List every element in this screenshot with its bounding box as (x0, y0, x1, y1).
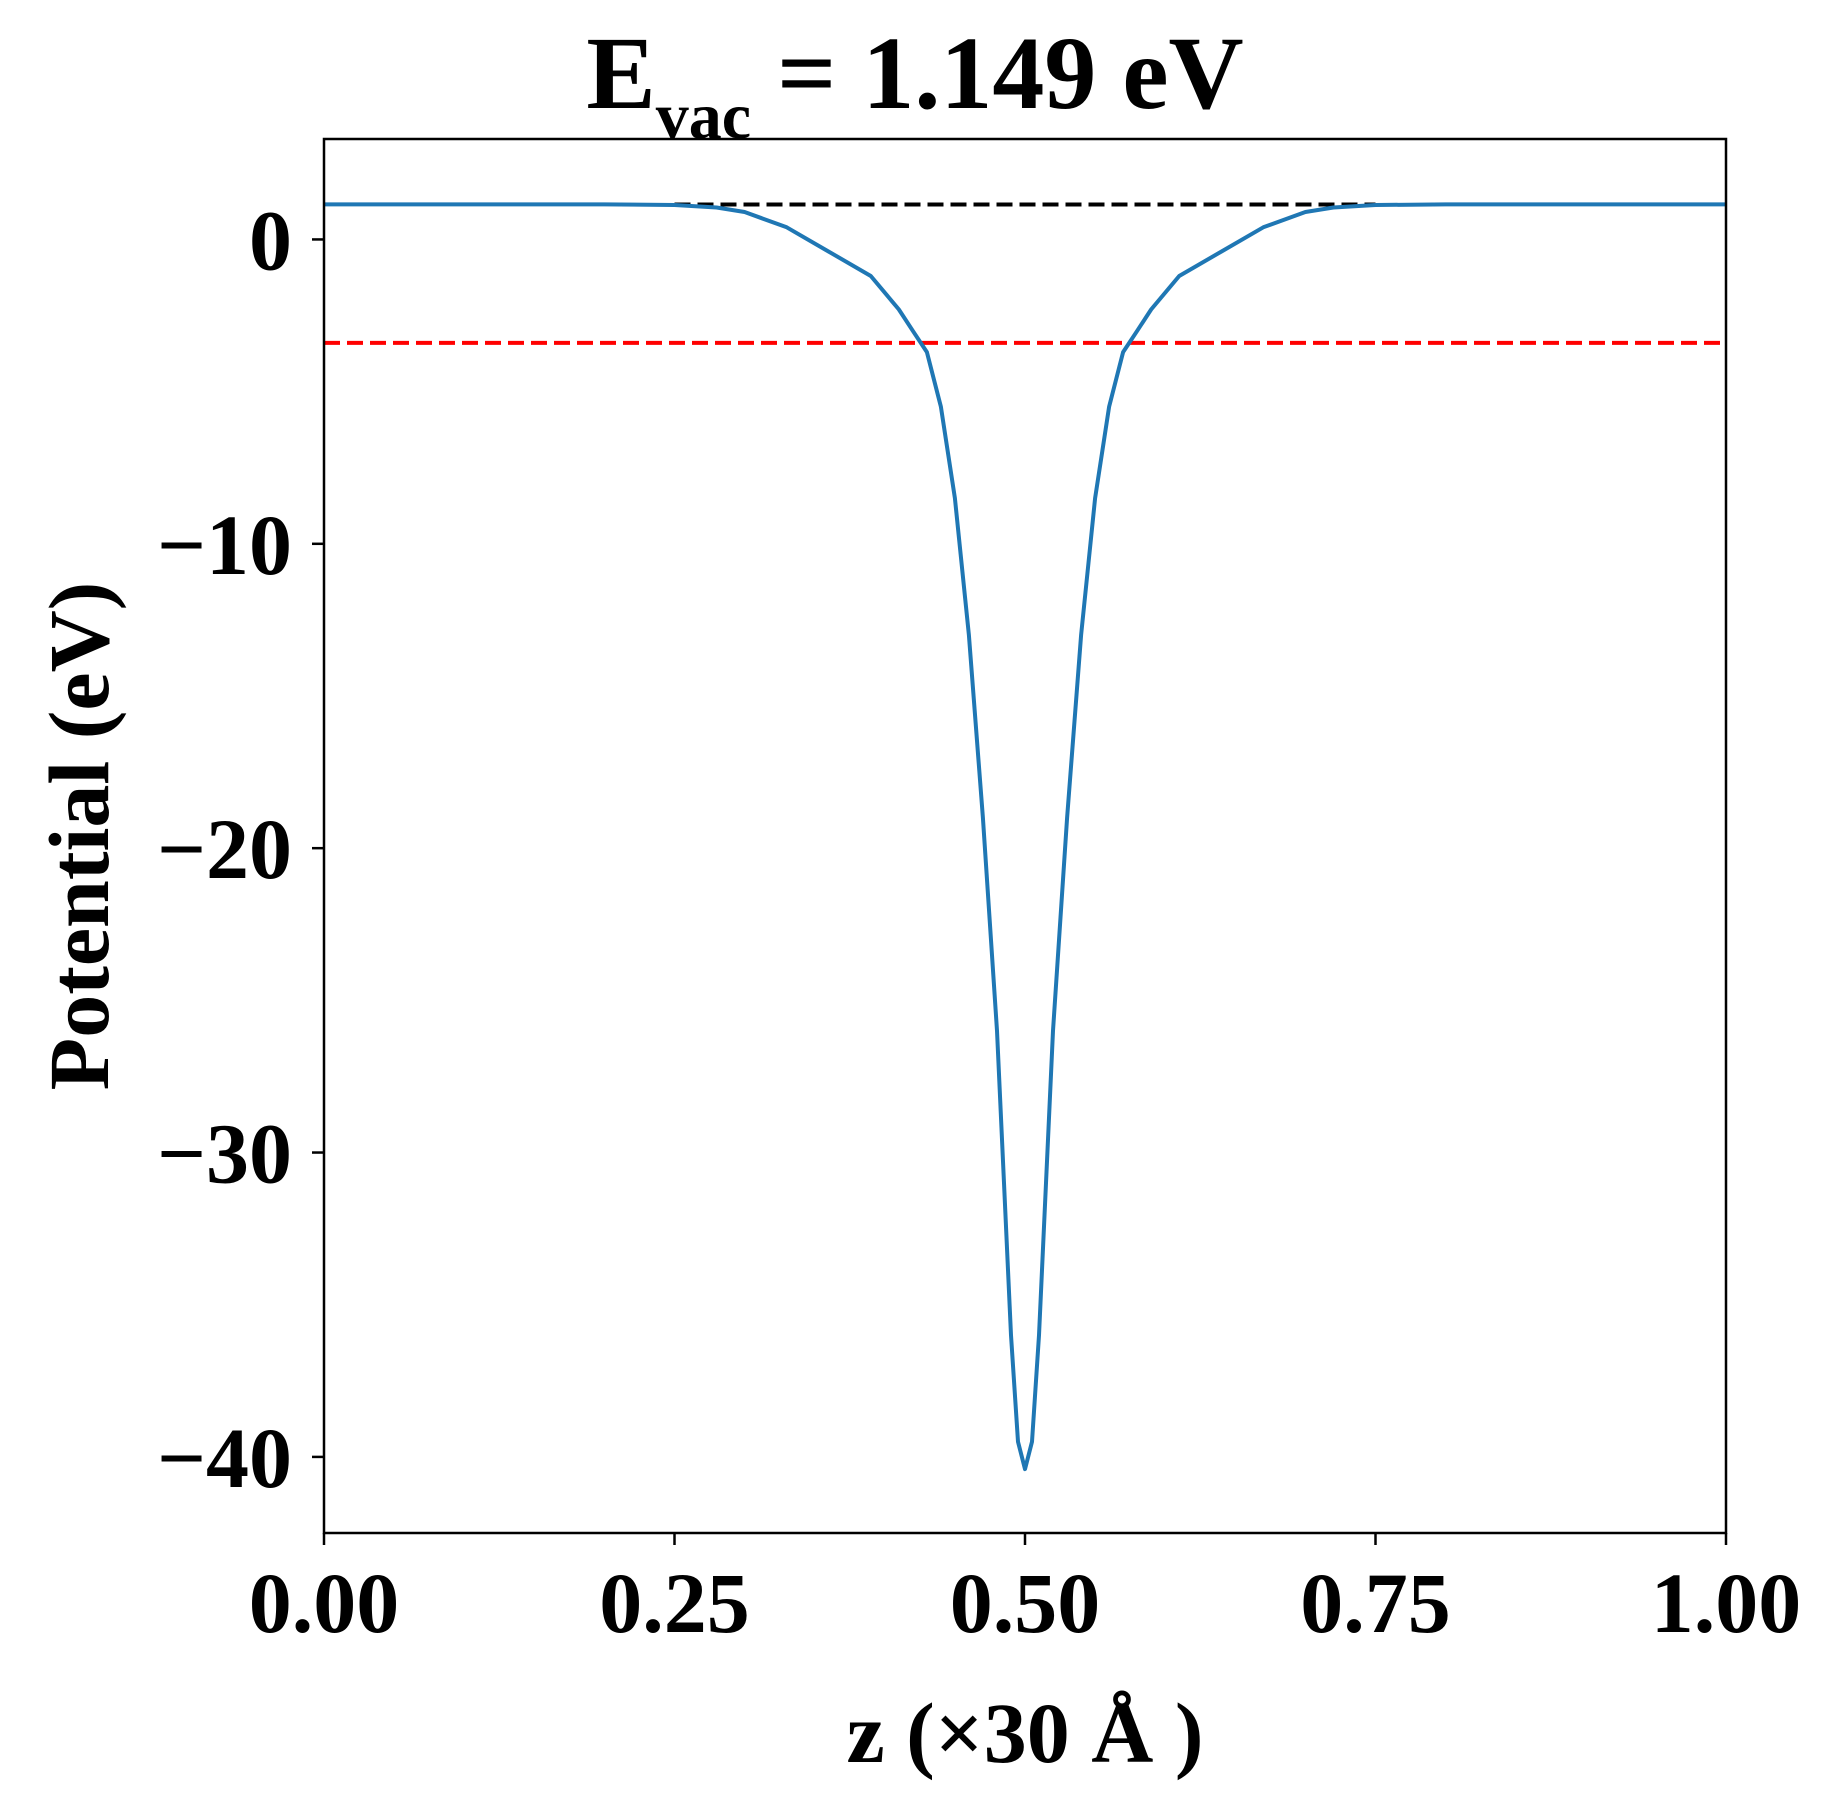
x-tick-label: 0.25 (599, 1555, 750, 1651)
y-axis-ticks: 0 −10 −20 −30 −40 (157, 192, 324, 1506)
reference-lines (324, 202, 1726, 345)
title-main: E (586, 16, 655, 131)
y-tick-label: −40 (157, 1410, 292, 1506)
title-subscript: vac (656, 80, 751, 153)
x-tick-label: 0.00 (249, 1555, 400, 1651)
x-tick-label: 0.50 (950, 1555, 1101, 1651)
y-tick-label: 0 (249, 192, 292, 288)
chart-title: Evac = 1.149 eV (586, 16, 1243, 153)
series-line-0 (324, 202, 1726, 1472)
y-tick-label: −20 (157, 801, 292, 897)
y-tick-label: −10 (157, 497, 292, 593)
x-axis-label: z (×30 Å ) (846, 1685, 1203, 1781)
y-axis-label: Potential (eV) (31, 582, 127, 1091)
plot-frame (322, 137, 1728, 1535)
x-tick-label: 0.75 (1300, 1555, 1451, 1651)
x-axis-ticks: 0.00 0.25 0.50 0.75 1.00 (249, 1533, 1802, 1651)
title-suffix: = 1.149 eV (751, 16, 1244, 131)
series-layer (324, 202, 1726, 1472)
y-tick-label: −30 (157, 1106, 292, 1202)
x-tick-label: 1.00 (1651, 1555, 1802, 1651)
